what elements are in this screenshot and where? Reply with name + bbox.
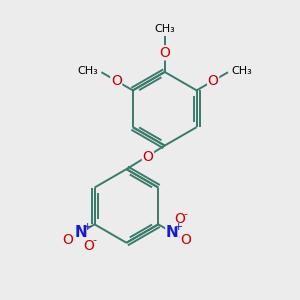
Text: N: N <box>166 225 179 240</box>
Text: O: O <box>83 239 94 253</box>
Text: O: O <box>175 212 185 226</box>
Text: -: - <box>92 236 96 245</box>
Text: +: + <box>82 222 92 232</box>
Text: O: O <box>111 74 122 88</box>
Text: O: O <box>208 74 219 88</box>
Text: N: N <box>74 225 87 240</box>
Text: O: O <box>142 150 153 164</box>
Text: O: O <box>62 233 73 247</box>
Text: -: - <box>184 209 188 219</box>
Text: CH₃: CH₃ <box>77 66 98 76</box>
Text: +: + <box>174 222 184 232</box>
Text: O: O <box>159 46 170 60</box>
Text: CH₃: CH₃ <box>232 66 253 76</box>
Text: CH₃: CH₃ <box>154 24 175 34</box>
Text: O: O <box>180 233 191 247</box>
